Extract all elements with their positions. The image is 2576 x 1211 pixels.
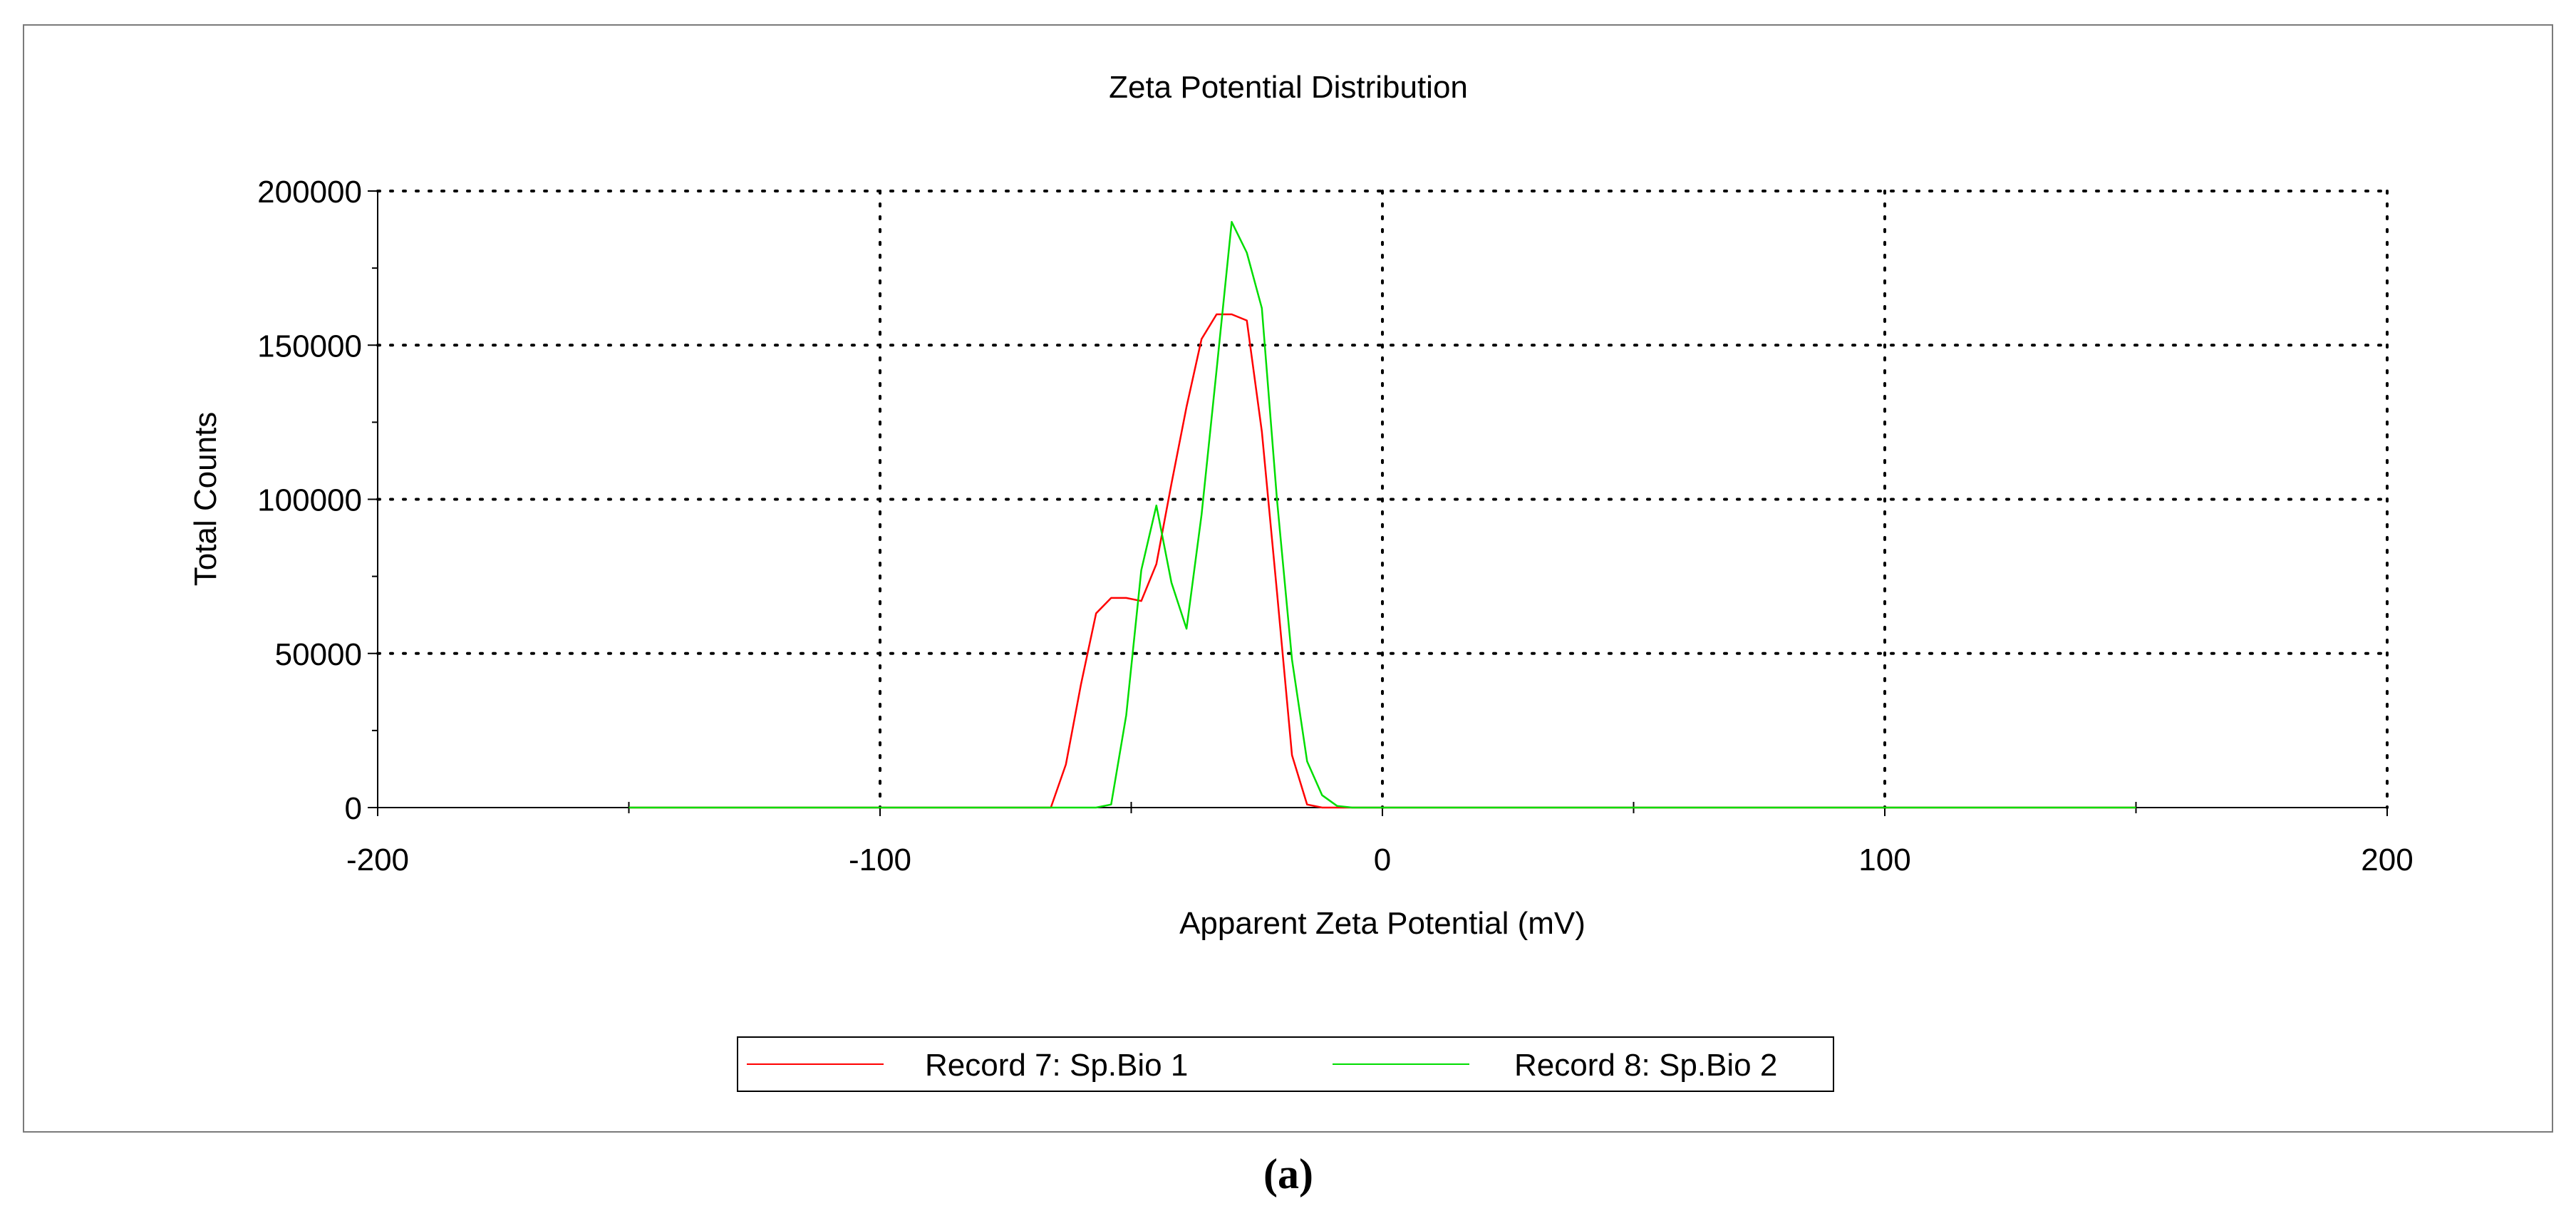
x-tick-label-0: -200 [346,842,409,877]
series-lines [629,221,2136,809]
legend-box [737,1036,1834,1092]
ticks: 0 50000 100000 150000 200000 -200 -100 0 100 200 [257,175,2414,877]
y-tick-label-1: 50000 [275,637,362,672]
y-tick-label-4: 200000 [257,175,362,210]
legend: Record 7: Sp.Bio 1 Record 8: Sp.Bio 2 [737,1036,1834,1092]
grid-lines [376,190,2389,809]
legend-label-series-1: Record 7: Sp.Bio 1 [925,1048,1188,1083]
legend-label-series-2: Record 8: Sp.Bio 2 [1514,1048,1777,1083]
panel-label: (a) [1263,1150,1313,1197]
y-tick-label-2: 100000 [257,483,362,518]
y-axis-label: Total Counts [188,412,223,587]
x-axis-label: Apparent Zeta Potential (mV) [1179,906,1586,941]
chart-title: Zeta Potential Distribution [1109,70,1468,105]
series-line-1 [629,313,2136,809]
y-tick-label-3: 150000 [257,329,362,364]
x-tick-label-4: 200 [2361,842,2413,877]
x-tick-label-1: -100 [849,842,911,877]
y-tick-label-0: 0 [345,791,362,826]
chart-frame [23,24,2553,1133]
x-tick-label-2: 0 [1374,842,1391,877]
x-tick-label-3: 100 [1858,842,1910,877]
series-line-2 [629,221,2136,809]
